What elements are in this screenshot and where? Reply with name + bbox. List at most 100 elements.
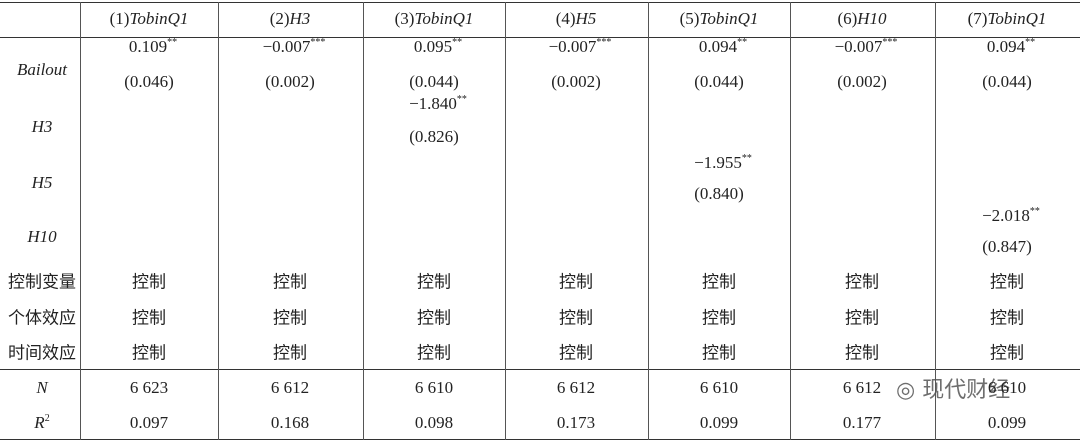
- column-header: (7)TobinQ1: [968, 9, 1047, 29]
- column-variable: H3: [289, 9, 311, 28]
- control-cell: 控制: [273, 343, 307, 363]
- column-rule: [218, 2, 219, 440]
- coef-value: −0.007: [834, 37, 883, 56]
- significance: **: [741, 153, 752, 164]
- column-number: (1): [109, 9, 130, 28]
- significance: **: [1029, 206, 1040, 217]
- significance: **: [456, 94, 467, 105]
- control-cell: 控制: [273, 272, 307, 292]
- column-number: (3): [394, 9, 415, 28]
- coefficient: −0.007***: [835, 37, 898, 57]
- control-cell: 控制: [845, 343, 879, 363]
- stat-cell: 6 610: [414, 378, 454, 397]
- control-cell: 控制: [132, 272, 166, 292]
- stat-cell: 6 623: [129, 378, 169, 397]
- row-label: H3: [31, 117, 53, 136]
- control-cell: 控制: [702, 272, 736, 292]
- column-rule: [790, 2, 791, 440]
- control-cell: 控制: [990, 308, 1024, 328]
- coef-value: −1.955: [694, 153, 742, 172]
- column-variable: H10: [857, 9, 887, 28]
- rule: [0, 2, 1080, 3]
- column-variable: TobinQ1: [699, 9, 759, 28]
- column-rule: [80, 2, 81, 440]
- stat-cell: 6 612: [842, 378, 882, 397]
- control-cell: 控制: [559, 343, 593, 363]
- stat-cell: 0.168: [270, 413, 310, 432]
- significance: **: [452, 37, 463, 48]
- control-cell: 控制: [273, 308, 307, 328]
- rule: [0, 37, 1080, 38]
- significance: ***: [596, 37, 612, 48]
- stat-cell: 6 612: [270, 378, 310, 397]
- column-number: (6): [837, 9, 858, 28]
- control-cell: 控制: [845, 272, 879, 292]
- control-cell: 控制: [417, 272, 451, 292]
- stat-cell: 0.173: [556, 413, 596, 432]
- rule: [0, 369, 1080, 370]
- significance: **: [167, 37, 178, 48]
- stat-cell: 0.177: [842, 413, 882, 432]
- column-variable: TobinQ1: [129, 9, 189, 28]
- significance: **: [1025, 37, 1036, 48]
- standard-error: (0.826): [409, 127, 459, 146]
- row-label: 控制变量: [8, 272, 76, 292]
- coefficient: −1.955**: [694, 153, 752, 173]
- control-cell: 控制: [417, 308, 451, 328]
- coef-value: −0.007: [548, 37, 597, 56]
- column-rule: [648, 2, 649, 440]
- standard-error: (0.002): [551, 72, 601, 91]
- coef-value: −2.018: [982, 206, 1030, 225]
- coef-value: −1.840: [409, 94, 457, 113]
- coef-value: 0.094: [986, 37, 1026, 56]
- rule: [0, 439, 1080, 440]
- coef-value: 0.109: [128, 37, 168, 56]
- column-variable: TobinQ1: [414, 9, 474, 28]
- column-number: (5): [679, 9, 700, 28]
- row-label: N: [36, 378, 47, 398]
- coefficient: −0.007***: [263, 37, 326, 57]
- column-header: (3)TobinQ1: [395, 9, 474, 29]
- coefficient: 0.094**: [987, 37, 1035, 57]
- control-cell: 控制: [417, 343, 451, 363]
- watermark-text: 现代财经: [922, 378, 1011, 403]
- column-rule: [935, 2, 936, 440]
- standard-error: (0.044): [694, 72, 744, 91]
- control-cell: 控制: [990, 272, 1024, 292]
- column-rule: [505, 2, 506, 440]
- row-label: H10: [27, 227, 57, 246]
- stat-cell: 0.098: [414, 413, 454, 432]
- row-label: 个体效应: [8, 308, 76, 328]
- column-number: (2): [269, 9, 290, 28]
- column-header: (6)H10: [837, 9, 886, 29]
- coefficient: 0.095**: [414, 37, 462, 57]
- column-header: (1)TobinQ1: [110, 9, 189, 29]
- control-cell: 控制: [559, 272, 593, 292]
- control-cell: 控制: [845, 308, 879, 328]
- stat-cell: 6 610: [987, 378, 1027, 397]
- standard-error: (0.044): [409, 72, 459, 91]
- stat-cell: 0.099: [699, 413, 739, 432]
- coef-value: 0.095: [413, 37, 453, 56]
- column-header: (4)H5: [556, 9, 597, 29]
- row-label: H5: [31, 173, 53, 192]
- column-variable: TobinQ1: [987, 9, 1047, 28]
- row-label: R2: [34, 413, 49, 433]
- column-number: (4): [555, 9, 576, 28]
- column-variable: H5: [575, 9, 597, 28]
- column-header: (5)TobinQ1: [680, 9, 759, 29]
- standard-error: (0.002): [837, 72, 887, 91]
- coefficient: 0.094**: [699, 37, 747, 57]
- row-label: Bailout: [16, 60, 68, 79]
- stat-cell: 0.099: [987, 413, 1027, 432]
- stat-sup: 2: [44, 413, 50, 424]
- control-cell: 控制: [132, 308, 166, 328]
- stat-cell: 0.097: [129, 413, 169, 432]
- control-cell: 控制: [132, 343, 166, 363]
- control-cell: 控制: [990, 343, 1024, 363]
- significance: ***: [882, 37, 898, 48]
- control-cell: 控制: [559, 308, 593, 328]
- control-cell: 控制: [702, 308, 736, 328]
- coefficient: −2.018**: [982, 206, 1040, 226]
